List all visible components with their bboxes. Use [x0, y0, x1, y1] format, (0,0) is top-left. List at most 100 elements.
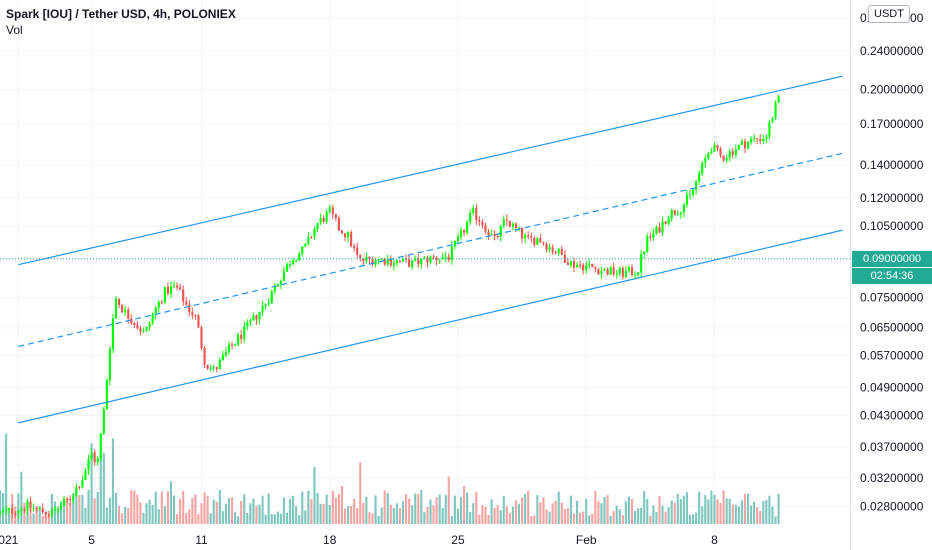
candle-body — [99, 433, 102, 459]
volume-bar — [127, 508, 130, 524]
candle-body — [285, 264, 289, 272]
symbol-title[interactable]: Spark [IOU] / Tether USD, 4h, POLONIEX — [6, 7, 236, 21]
volume-bar — [197, 514, 200, 524]
volume-bar — [600, 503, 603, 524]
y-tick-label: 0.10500000 — [860, 219, 924, 233]
candle-body — [661, 221, 664, 233]
candle-body — [566, 262, 569, 266]
candle-body — [719, 148, 722, 156]
candle-body — [753, 138, 756, 140]
candle-body — [750, 138, 753, 143]
candle-body — [777, 96, 780, 103]
volume-bar — [353, 498, 356, 524]
volume-bar — [346, 506, 350, 524]
candle-body — [472, 207, 475, 214]
volume-bar — [267, 493, 270, 524]
candle-body — [20, 508, 23, 512]
volume-bar — [20, 471, 23, 524]
x-tick-label: 8 — [711, 533, 718, 547]
volume-bar — [105, 507, 108, 524]
candle-body — [276, 284, 279, 287]
currency-button[interactable]: USDT — [868, 5, 910, 23]
volume-bar — [569, 495, 573, 524]
candle-body — [389, 259, 392, 266]
volume-bar — [23, 502, 26, 524]
volume-bar — [273, 514, 276, 524]
candle-body — [533, 238, 536, 245]
x-tick-label: Feb — [576, 533, 597, 547]
channel-upper-line[interactable] — [18, 75, 843, 266]
channel-lower-line[interactable] — [18, 229, 843, 424]
candle-body — [612, 267, 615, 275]
volume-bar — [438, 494, 441, 524]
volume-bar — [652, 505, 655, 524]
candle-body — [417, 258, 420, 265]
volume-bar — [777, 493, 780, 524]
volume-bar — [114, 492, 118, 524]
volume-bar — [316, 493, 319, 524]
candle-body — [591, 264, 594, 268]
volume-bar — [447, 476, 450, 524]
volume-bar — [319, 503, 322, 524]
candle-body — [621, 268, 624, 278]
volume-bar — [704, 495, 707, 524]
candle-body — [102, 408, 105, 434]
volume-bar — [588, 515, 591, 524]
time-axis[interactable]: 021 5 11 18 25 Feb 8 — [0, 533, 718, 547]
candle-body — [637, 272, 640, 275]
candle-body — [111, 318, 115, 349]
candle-body — [243, 326, 246, 340]
volume-bar — [102, 452, 105, 524]
candle-body — [453, 241, 456, 246]
volume-bar — [633, 511, 637, 524]
volume-bar — [395, 503, 398, 524]
volume-bar — [481, 505, 484, 524]
volume-bar — [423, 512, 426, 524]
volume-bar — [691, 514, 695, 524]
y-tick-label: 0.05700000 — [860, 349, 924, 363]
bar-countdown: 02:54:36 — [852, 267, 932, 284]
candle-body — [237, 334, 240, 345]
candle-body — [356, 247, 359, 255]
volume-bar — [603, 496, 606, 524]
volume-bar — [118, 506, 121, 524]
candle-body — [340, 230, 344, 234]
candle-body — [179, 287, 182, 290]
volume-bar — [362, 502, 365, 524]
volume-legend[interactable]: Vol — [6, 23, 23, 37]
candle-body — [35, 507, 38, 509]
candle-body — [1, 511, 5, 513]
volume-bar — [414, 493, 417, 524]
parallel-channel[interactable] — [18, 75, 843, 424]
volume-bar — [429, 499, 432, 524]
channel-middle-line[interactable] — [18, 152, 843, 348]
volume-bar — [618, 509, 621, 524]
candle-body — [398, 260, 402, 262]
volume-bar — [560, 502, 563, 524]
volume-bar — [224, 503, 228, 524]
volume-bar — [685, 492, 689, 524]
candle-body — [197, 315, 200, 328]
volume-bar — [411, 505, 414, 524]
candle-body — [307, 236, 310, 244]
volume-bar — [585, 499, 588, 524]
volume-bar — [337, 494, 340, 524]
volume-bar — [679, 499, 682, 524]
volume-bar — [676, 493, 679, 524]
y-tick-label: 0.20000000 — [860, 82, 924, 96]
volume-bar — [218, 490, 221, 524]
volume-bar — [75, 491, 78, 524]
candle-body — [304, 243, 307, 247]
volume-bar — [17, 493, 20, 524]
volume-bar — [621, 515, 624, 524]
candle-body — [652, 233, 655, 238]
candle-body — [624, 271, 627, 278]
volume-bar — [151, 504, 154, 524]
candle-body — [765, 136, 768, 139]
volume-bar — [737, 506, 740, 524]
volume-bar — [237, 516, 240, 524]
candle-body — [203, 347, 206, 365]
volume-bar — [258, 504, 261, 524]
volume-bar — [206, 495, 209, 524]
